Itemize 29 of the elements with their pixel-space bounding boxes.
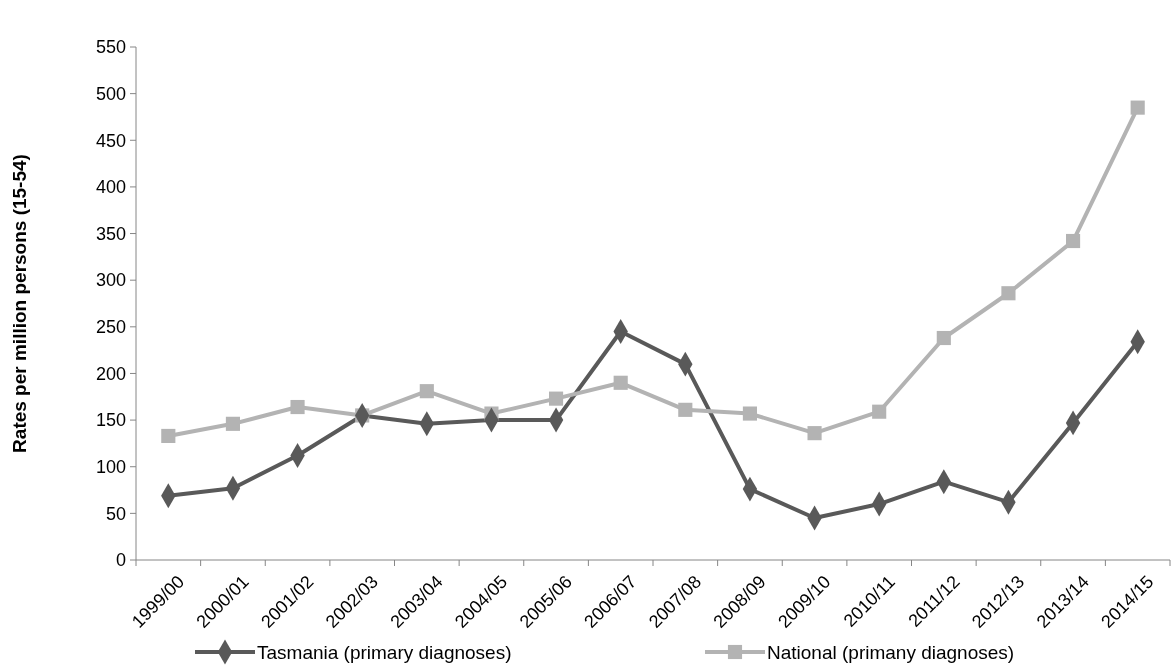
y-tick-label: 300 (95, 270, 126, 291)
point (548, 391, 564, 406)
point (872, 404, 887, 419)
y-tick-label: 350 (95, 223, 126, 244)
point (1065, 233, 1081, 249)
point (807, 426, 822, 441)
y-axis-title: Rates per million persons (15-54) (9, 154, 30, 453)
point (1130, 100, 1145, 115)
y-tick-label: 450 (95, 130, 126, 151)
y-tick-label: 400 (95, 177, 126, 198)
point (161, 428, 176, 444)
point (678, 402, 693, 417)
point (1001, 286, 1016, 301)
y-tick-label: 100 (95, 457, 126, 478)
point (419, 384, 434, 399)
point (290, 399, 305, 415)
legend-label: National (primany diagnoses) (767, 641, 1015, 663)
point (742, 406, 758, 421)
y-tick-label: 0 (115, 550, 126, 571)
point (225, 416, 241, 431)
y-tick-label: 200 (95, 363, 126, 384)
y-tick-label: 550 (95, 37, 126, 58)
y-tick-label: 150 (95, 410, 126, 431)
legend-label: Tasmania (primary diagnoses) (257, 641, 512, 663)
point (613, 375, 628, 390)
point (936, 330, 951, 346)
y-tick-label: 50 (105, 503, 126, 524)
y-tick-label: 250 (95, 317, 126, 338)
y-tick-label: 500 (95, 83, 126, 104)
